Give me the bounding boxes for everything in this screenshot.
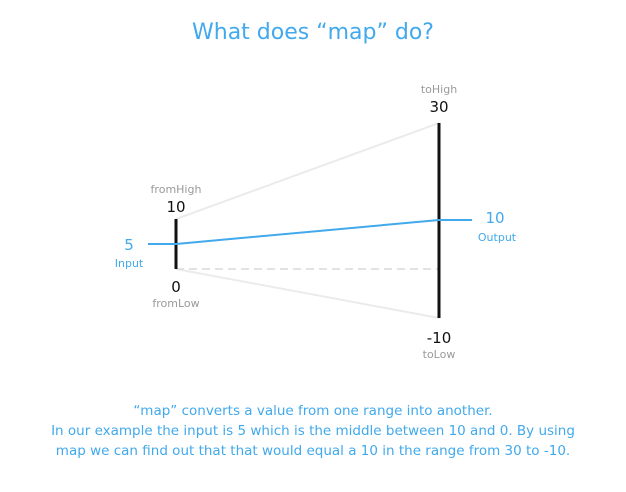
input-value: 5 — [124, 236, 134, 254]
to-high-label: toHigh — [420, 83, 458, 96]
from-high-value: 10 — [166, 198, 186, 216]
high-guide-line — [175, 122, 440, 220]
output-value: 10 — [485, 209, 505, 227]
to-high-value: 30 — [429, 98, 449, 116]
from-high-label: fromHigh — [150, 183, 202, 196]
to-low-value: -10 — [426, 329, 452, 347]
description-text: “map” converts a value from one range in… — [0, 401, 626, 461]
page-title: What does “map” do? — [192, 20, 434, 45]
description-line: “map” converts a value from one range in… — [133, 403, 493, 419]
to-low-label: toLow — [422, 348, 456, 361]
from-low-value: 0 — [171, 278, 181, 296]
low-guide-line — [175, 268, 440, 319]
description-line: map we can find out that that would equa… — [55, 443, 571, 459]
description-line: In our example the input is 5 which is t… — [51, 423, 575, 439]
map-path-line — [148, 219, 472, 245]
input-label: Input — [114, 257, 144, 270]
output-label: Output — [477, 231, 517, 244]
from-low-label: fromLow — [152, 297, 200, 310]
